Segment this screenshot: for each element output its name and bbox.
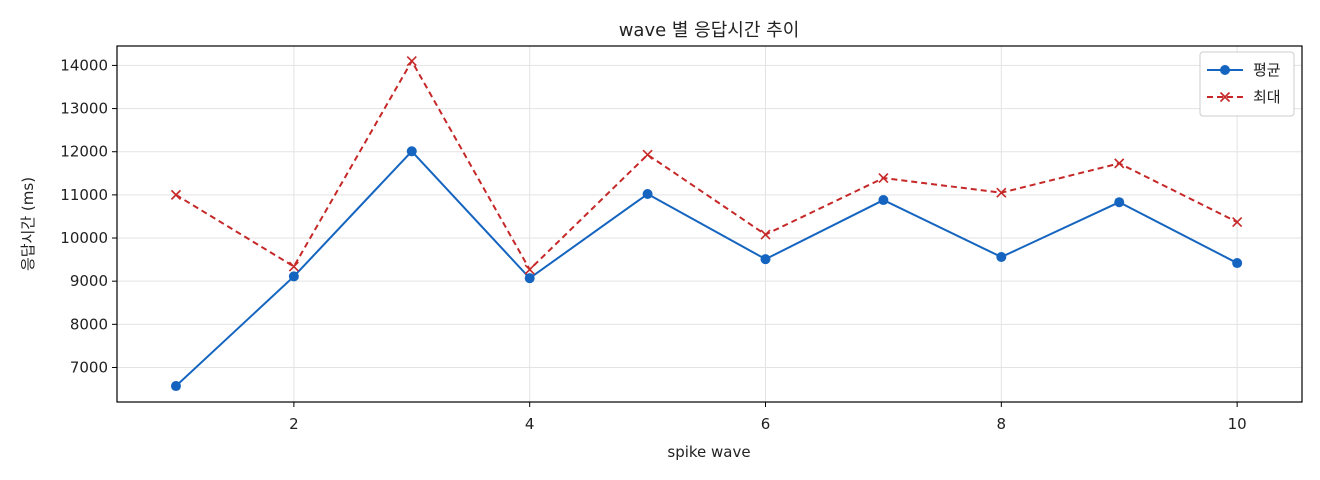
x-axis-title: spike wave xyxy=(667,443,750,461)
series-1 xyxy=(170,146,1243,392)
data-point xyxy=(996,187,1007,198)
data-point xyxy=(878,172,889,184)
y-tick-label: 11000 xyxy=(60,186,108,204)
series-2 xyxy=(170,56,1243,275)
data-point xyxy=(642,189,653,200)
y-tick-label: 8000 xyxy=(70,315,108,333)
x-tick-label: 10 xyxy=(1228,415,1247,433)
x-tick-label: 6 xyxy=(761,415,771,433)
y-tick-label: 7000 xyxy=(70,358,108,376)
data-point xyxy=(760,229,771,240)
data-point xyxy=(1114,197,1125,208)
data-point xyxy=(1114,158,1125,169)
data-point xyxy=(996,252,1007,263)
data-point xyxy=(878,195,889,206)
y-tick-label: 12000 xyxy=(60,143,108,161)
y-tick-label: 14000 xyxy=(60,56,108,74)
legend-marker xyxy=(1219,91,1231,103)
data-point xyxy=(1232,258,1243,269)
y-tick-label: 10000 xyxy=(60,229,108,247)
legend-label: 평균 xyxy=(1253,61,1281,79)
x-axis: 2 4 6 8 10 xyxy=(289,402,1247,433)
legend-item: 평균 xyxy=(1207,61,1281,79)
data-point xyxy=(170,381,181,392)
data-point xyxy=(288,271,299,282)
data-point xyxy=(760,254,771,265)
x-tick-label: 8 xyxy=(997,415,1007,433)
chart-title: wave 별 응답시간 추이 xyxy=(619,20,800,41)
legend-label: 최대 xyxy=(1253,88,1281,106)
y-axis: 7000 8000 9000 10000 11000 12000 13000 14000 xyxy=(60,56,117,376)
legend-item: 최대 xyxy=(1207,88,1281,106)
data-point xyxy=(524,264,535,275)
y-axis-title: 응답시간 (ms) xyxy=(19,177,37,271)
data-point xyxy=(170,189,182,200)
data-point xyxy=(288,261,299,272)
x-tick-label: 4 xyxy=(525,415,535,433)
y-tick-label: 9000 xyxy=(70,272,108,290)
series-line xyxy=(175,60,1238,271)
data-point xyxy=(406,146,417,157)
series-layer xyxy=(170,56,1243,392)
plot-frame xyxy=(116,45,1303,403)
data-point xyxy=(524,273,535,284)
x-tick-label: 2 xyxy=(289,415,299,433)
legend-marker xyxy=(1220,65,1230,75)
series-line xyxy=(175,150,1238,387)
data-point xyxy=(642,149,653,160)
grid xyxy=(117,46,1302,402)
y-tick-label: 13000 xyxy=(60,100,108,118)
data-point xyxy=(1232,216,1243,228)
data-point xyxy=(406,56,417,67)
